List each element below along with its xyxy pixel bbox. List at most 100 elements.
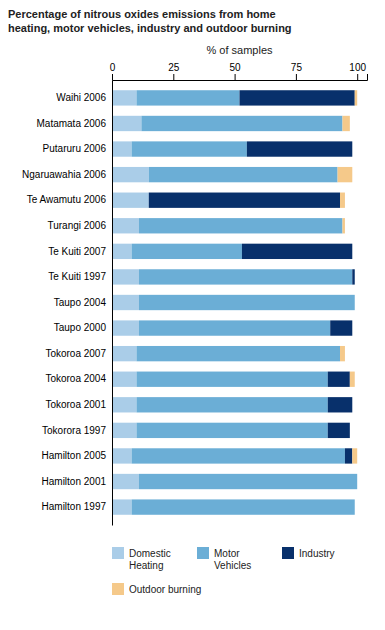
bar	[355, 90, 357, 105]
bar	[112, 167, 149, 182]
bar	[137, 397, 328, 412]
bar	[139, 295, 355, 310]
bar	[357, 474, 358, 489]
y-tick-label: Te Kuiti 1997	[48, 271, 106, 282]
bar	[352, 320, 353, 335]
bar	[137, 423, 328, 438]
y-tick-label: Tokoroa 2001	[45, 399, 106, 410]
chart: Percentage of nitrous oxides emissions f…	[0, 0, 385, 630]
series	[132, 90, 358, 515]
y-tick-label: Hamilton 2005	[42, 450, 107, 461]
x-tick: 100	[349, 62, 366, 80]
x-tick-label: 50	[230, 62, 242, 73]
bar	[354, 295, 355, 310]
y-tick: Te Kuiti 1997	[48, 271, 112, 282]
bar	[112, 116, 141, 131]
y-tick-label: Taupo 2004	[54, 297, 107, 308]
y-tick: Tokoroa 2007	[45, 348, 112, 359]
y-tick: Tokorora 1997	[42, 425, 112, 436]
bar	[342, 116, 349, 131]
title-line: heating, motor vehicles, industry and ou…	[8, 22, 292, 34]
bar	[112, 423, 137, 438]
legend-swatch	[112, 583, 124, 595]
x-tick-label: 75	[291, 62, 303, 73]
bar	[242, 244, 352, 259]
y-tick-label: Te Awamutu 2006	[27, 194, 107, 205]
y-tick-label: Hamilton 2001	[42, 476, 107, 487]
y-tick-label: Ngaruawahia 2006	[22, 169, 106, 180]
bar	[112, 372, 137, 387]
bar	[352, 397, 353, 412]
bar	[112, 346, 137, 361]
bar	[132, 141, 247, 156]
legend-swatch	[197, 547, 209, 559]
bar	[328, 372, 350, 387]
bar	[247, 141, 352, 156]
bar	[112, 474, 139, 489]
bar	[132, 244, 242, 259]
y-tick: Tokoroa 2004	[45, 373, 112, 384]
bar	[352, 244, 353, 259]
x-axis-title: % of samples	[206, 44, 273, 56]
legend-label-line: Industry	[299, 548, 335, 559]
legend-label-line: Vehicles	[214, 560, 251, 571]
legend-label-line: Domestic	[129, 548, 171, 559]
bar	[132, 448, 345, 463]
bar	[112, 295, 139, 310]
x-tick: 0	[110, 62, 116, 80]
y-tick: Taupo 2000	[54, 322, 112, 333]
bar	[330, 320, 352, 335]
y-axis-line	[112, 81, 113, 526]
x-tick-label: 0	[110, 62, 116, 73]
y-tick-label: Tokoroa 2004	[45, 373, 106, 384]
bar	[340, 346, 345, 361]
bar	[137, 346, 341, 361]
bar	[137, 90, 240, 105]
bar	[352, 269, 354, 284]
title-line: Percentage of nitrous oxides emissions f…	[8, 8, 276, 20]
x-tick-mark	[112, 74, 113, 80]
y-tick-label: Matamata 2006	[37, 118, 107, 129]
bar	[112, 499, 132, 514]
y-tick: Hamilton 2001	[42, 476, 112, 487]
bars	[112, 90, 357, 515]
x-tick-mark	[173, 74, 174, 80]
x-tick: 75	[291, 62, 303, 80]
y-tick: Putaruru 2006	[43, 143, 112, 154]
bar	[112, 90, 137, 105]
y-tick: Turangi 2006	[47, 220, 112, 231]
bar	[112, 269, 139, 284]
bar	[112, 193, 149, 208]
bar	[338, 167, 353, 182]
y-tick-label: Taupo 2000	[54, 322, 107, 333]
y-tick: Te Awamutu 2006	[27, 194, 112, 205]
legend-label: Industry	[299, 548, 335, 559]
bar	[352, 448, 357, 463]
plot: 0255075100% of samplesHamilton 1997Hamil…	[22, 44, 367, 526]
legend-label-line: Motor	[214, 548, 240, 559]
y-tick: Matamata 2006	[37, 118, 113, 129]
legend-label: Outdoor burning	[129, 584, 201, 595]
bar	[112, 141, 132, 156]
bar	[342, 218, 344, 233]
bar	[350, 372, 355, 387]
y-tick-label: Hamilton 1997	[42, 501, 107, 512]
bar	[357, 474, 358, 489]
legend-label: DomesticHeating	[129, 548, 171, 571]
bar	[149, 167, 338, 182]
y-axis: Hamilton 1997 Hamilton 2001 Hamilton 2005 T…	[22, 81, 112, 526]
legend-item: Industry	[282, 547, 335, 559]
x-tick: 25	[168, 62, 180, 80]
y-tick-label: Te Kuiti 2007	[48, 246, 106, 257]
y-tick-label: Putaruru 2006	[43, 143, 107, 154]
legend: DomesticHeating MotorVehicles Industry Outd…	[112, 547, 335, 595]
legend-swatch	[112, 547, 124, 559]
bar	[112, 244, 132, 259]
y-tick-label: Waihi 2006	[56, 92, 106, 103]
x-tick-mark	[235, 74, 236, 80]
legend-item: Outdoor burning	[112, 583, 201, 595]
bar	[340, 193, 345, 208]
x-tick-mark	[296, 74, 297, 80]
bar	[349, 423, 350, 438]
y-tick: Hamilton 1997	[42, 501, 112, 512]
